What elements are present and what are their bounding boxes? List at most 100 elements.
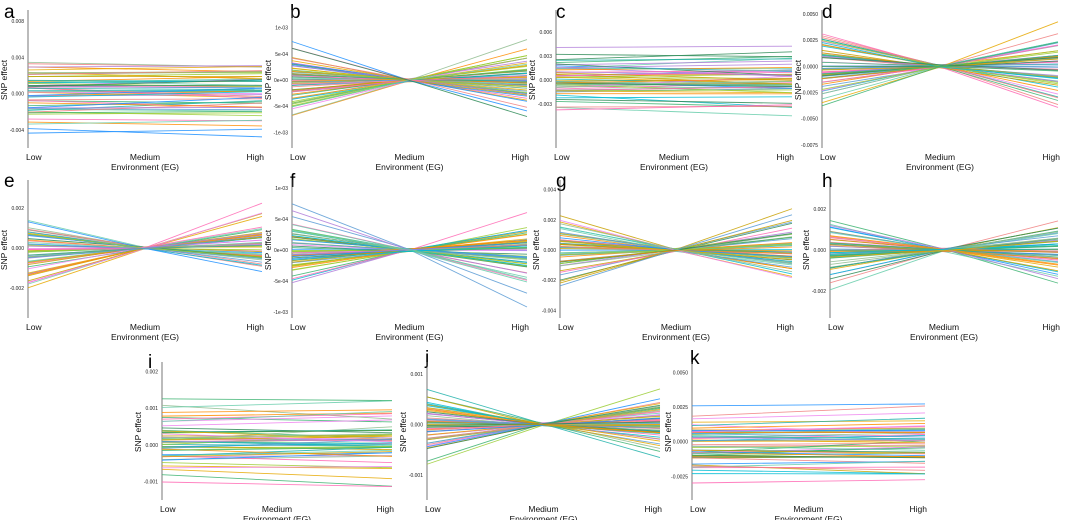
series-line (161, 433, 393, 440)
y-axis-label: SNP effect (0, 59, 9, 100)
y-axis-label: SNP effect (263, 229, 273, 270)
series-line (555, 90, 793, 94)
panel-letter: c (556, 2, 566, 23)
series-line (691, 479, 926, 484)
y-tick-label: 0.001 (410, 372, 423, 378)
x-tick-label-low: Low (26, 322, 42, 332)
series-line (555, 45, 793, 48)
series-line (691, 451, 926, 457)
y-tick-label: -0.001 (144, 480, 158, 486)
panel-g: g0.004 0.002 0.000 -0.002 -0.004 SNP effect Lo… (531, 171, 794, 342)
series-line (691, 442, 926, 446)
x-tick-label-low: Low (160, 504, 176, 514)
panel-letter: b (290, 2, 301, 23)
series-line (555, 63, 793, 69)
series-line (691, 444, 926, 447)
series-line (555, 63, 793, 77)
series-line (426, 408, 661, 433)
y-tick-label: -0.0025 (801, 91, 818, 97)
panel-d: d0.0050 0.0025 0.0000 -0.0025 -0.0050 -0.0075… (793, 2, 1060, 172)
series-line (555, 96, 793, 99)
series-line (27, 65, 263, 71)
series-line (691, 451, 926, 458)
series-line (555, 86, 793, 91)
y-tick-label: 0.002 (543, 218, 556, 224)
panel-j: j0.001 0.000 -0.001 SNP effect Low Medium High… (398, 348, 662, 520)
series-line (161, 427, 393, 434)
series-line (27, 110, 263, 114)
x-tick-label-medium: Medium (793, 504, 823, 514)
series-line (161, 445, 393, 451)
series-line (27, 106, 263, 109)
y-tick-label: 0.0050 (673, 370, 689, 376)
panel-letter: j (424, 348, 429, 369)
series-line (27, 65, 263, 68)
x-tick-label-high: High (512, 322, 530, 332)
series-line (691, 417, 926, 427)
y-tick-label: 0.004 (11, 55, 24, 61)
y-tick-label: 0.000 (11, 246, 24, 252)
x-tick-label-low: Low (425, 504, 441, 514)
panel-letter: d (822, 2, 833, 23)
y-axis-label: SNP effect (398, 411, 408, 452)
panel-letter: k (690, 348, 700, 369)
y-tick-label: 0.0025 (673, 405, 689, 411)
series-line (691, 425, 926, 433)
y-tick-label: 0.004 (543, 188, 556, 194)
series-line (426, 421, 661, 426)
y-tick-label: -1e-03 (274, 130, 289, 136)
series-line (555, 58, 793, 61)
y-tick-label: -0.0075 (801, 143, 818, 149)
series-line (161, 438, 393, 443)
y-axis-label: SNP effect (663, 411, 673, 452)
y-tick-label: -0.002 (10, 286, 24, 292)
y-tick-label: 0.000 (145, 443, 158, 449)
x-tick-label-high: High (777, 152, 795, 162)
x-tick-label-medium: Medium (130, 322, 160, 332)
series-line (27, 128, 263, 138)
series-line (291, 230, 528, 280)
series-line (559, 246, 793, 262)
series-line (291, 232, 528, 261)
x-axis-label: Environment (EG) (774, 514, 842, 520)
series-line (426, 418, 661, 433)
x-tick-label-medium: Medium (528, 504, 558, 514)
series-line (555, 75, 793, 88)
series-line (161, 419, 393, 427)
x-axis-label: Environment (EG) (910, 332, 978, 342)
x-tick-label-high: High (910, 504, 928, 514)
panel-e: e 0.002 0.000 -0.002 SNP effect Low Medium High… (0, 171, 264, 342)
series-line (161, 451, 393, 458)
panel-f: f1e-03 5e-04 0e+00 -5e-04 -1e-03 SNP effect Lo… (263, 171, 529, 342)
series-line (691, 460, 926, 468)
x-tick-label-high: High (645, 504, 663, 514)
x-tick-label-medium: Medium (661, 322, 691, 332)
y-tick-label: -0.004 (542, 308, 556, 314)
panel-b: b1e-03 5e-04 0e+00 -5e-04 -1e-03 SNP effect Lo… (263, 2, 529, 172)
y-tick-label: -5e-04 (274, 104, 289, 110)
y-axis-label: SNP effect (527, 59, 537, 100)
series-line (555, 104, 793, 111)
x-tick-label-low: Low (554, 152, 570, 162)
series-line (691, 469, 926, 475)
y-tick-label: 0.000 (539, 78, 552, 84)
x-tick-label-high: High (247, 322, 265, 332)
series-line (27, 78, 263, 87)
series-line (161, 410, 393, 422)
panel-k: k0.0050 0.0025 0.0000 -0.0025 SNP effect Low M… (663, 348, 927, 520)
x-tick-label-high: High (247, 152, 265, 162)
series-line (291, 245, 528, 261)
series-line (555, 105, 793, 108)
x-axis-label: Environment (EG) (375, 332, 443, 342)
x-tick-label-medium: Medium (394, 152, 424, 162)
y-axis-label: SNP effect (793, 59, 803, 100)
series-line (555, 60, 793, 66)
series-line (691, 446, 926, 454)
y-tick-label: -0.001 (409, 473, 423, 479)
series-line (691, 433, 926, 438)
series-line (161, 446, 393, 451)
series-line (691, 445, 926, 451)
x-tick-label-medium: Medium (925, 152, 955, 162)
x-tick-label-high: High (512, 152, 530, 162)
